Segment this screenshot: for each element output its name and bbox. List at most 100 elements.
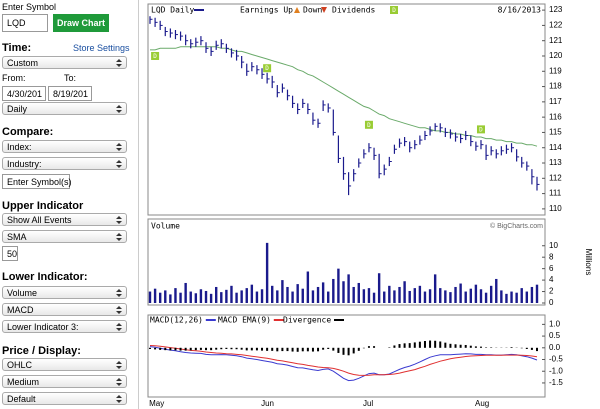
- divergence-bar: [220, 347, 223, 350]
- divergence-bar: [337, 347, 340, 353]
- volume-bar: [189, 291, 192, 303]
- divergence-bar: [459, 344, 462, 348]
- symbol-input[interactable]: LQD: [2, 14, 48, 32]
- date-input[interactable]: 8/19/201: [48, 86, 92, 101]
- heading: Upper Indicator: [2, 200, 84, 212]
- y-tick-label: 0: [549, 298, 554, 307]
- divergence-bar: [199, 347, 202, 350]
- volume-bar: [418, 285, 422, 303]
- symbols-input[interactable]: Enter Symbol(s): [2, 174, 72, 189]
- heading: Lower Indicator:: [2, 271, 88, 283]
- divergence-bar: [536, 347, 538, 352]
- volume-bar: [459, 283, 462, 303]
- select[interactable]: Volume: [2, 286, 127, 299]
- volume-bar: [316, 286, 320, 303]
- divergence-bar: [281, 347, 284, 352]
- volume-bar: [291, 291, 294, 303]
- volume-bar: [311, 290, 315, 303]
- volume-bar: [454, 286, 457, 303]
- price-panel: [147, 3, 546, 216]
- divergence-bar: [240, 347, 243, 350]
- volume-bar: [403, 281, 406, 303]
- select[interactable]: Medium: [2, 375, 127, 388]
- volume-bar: [388, 285, 391, 303]
- volume-bar: [337, 268, 340, 303]
- divergence-bar: [423, 341, 426, 348]
- volume-bar: [515, 292, 518, 303]
- copyright: © BigCharts.com: [490, 222, 543, 230]
- select[interactable]: Industry:: [2, 157, 127, 170]
- y-tick-label: 6: [549, 264, 554, 273]
- divergence-bar: [245, 347, 248, 351]
- volume-bar: [245, 288, 248, 303]
- y-tick-label: 122: [549, 21, 563, 30]
- y-tick-label: 117: [549, 97, 562, 106]
- select[interactable]: Lower Indicator 3:: [2, 320, 127, 333]
- x-tick-label: Aug: [475, 399, 489, 408]
- heading: Price / Display:: [2, 345, 81, 357]
- volume-bar: [530, 286, 534, 303]
- divergence-bar: [322, 347, 325, 350]
- dividend-label: D: [265, 65, 269, 72]
- divergence-bar: [398, 344, 401, 348]
- y-tick-label: 4: [549, 275, 554, 284]
- divergence-bar: [306, 347, 309, 352]
- divergence-bar: [159, 347, 162, 350]
- heading: Compare:: [2, 126, 54, 138]
- x-tick-label: Jul: [363, 399, 373, 408]
- y-axis-label: Millions: [584, 249, 593, 276]
- divergence-bar: [469, 345, 472, 348]
- y-tick-label: -0.5: [549, 355, 563, 364]
- macd-line: [149, 346, 538, 382]
- divergence-bar: [342, 347, 345, 355]
- volume-bar: [535, 284, 539, 303]
- panel-title: Volume: [151, 222, 180, 231]
- volume-bar: [225, 289, 228, 303]
- volume-bar: [479, 289, 483, 303]
- divergence-bar: [413, 342, 416, 348]
- macd-panel: [147, 314, 546, 398]
- select[interactable]: MACD: [2, 303, 127, 316]
- label: To:: [64, 73, 77, 83]
- divergence-bar: [301, 347, 304, 352]
- y-tick-label: 110: [549, 204, 562, 213]
- divergence-bar: [250, 347, 253, 351]
- volume-bar: [271, 285, 274, 303]
- volume-bar: [174, 288, 177, 303]
- select[interactable]: OHLC: [2, 358, 127, 371]
- select[interactable]: Daily: [2, 102, 127, 115]
- divergence-bar: [357, 347, 360, 351]
- volume-bar: [357, 282, 360, 303]
- select[interactable]: Index:: [2, 140, 127, 153]
- period-input[interactable]: 50: [2, 246, 18, 261]
- volume-bar: [469, 288, 473, 303]
- select[interactable]: Custom: [2, 56, 127, 69]
- volume-bar: [398, 286, 401, 303]
- volume-bar: [204, 290, 208, 303]
- x-tick-label: Jun: [261, 399, 274, 408]
- volume-bar: [525, 291, 529, 303]
- divergence-bar: [276, 347, 279, 352]
- y-tick-label: 115: [549, 128, 562, 137]
- divergence-bar: [311, 347, 314, 352]
- select[interactable]: Show All Events: [2, 213, 127, 226]
- store-settings-link[interactable]: Store Settings: [73, 43, 130, 53]
- divergence-bar: [393, 345, 396, 348]
- legend-icon: [294, 7, 300, 13]
- volume-bar: [367, 288, 371, 303]
- volume-bar: [362, 289, 366, 303]
- volume-bar: [169, 294, 172, 303]
- date-input[interactable]: 4/30/201: [2, 86, 46, 101]
- select[interactable]: SMA: [2, 230, 127, 243]
- divergence-bar: [332, 347, 335, 351]
- volume-bar: [439, 288, 442, 303]
- select[interactable]: Default: [2, 392, 127, 405]
- volume-bar: [510, 291, 513, 303]
- draw-button[interactable]: Draw Chart: [53, 14, 109, 32]
- volume-bar: [199, 289, 203, 303]
- legend-label: Dividends: [332, 6, 376, 15]
- volume-bar: [220, 292, 223, 303]
- divergence-bar: [449, 343, 452, 348]
- symbol-label: Enter Symbol: [2, 2, 57, 12]
